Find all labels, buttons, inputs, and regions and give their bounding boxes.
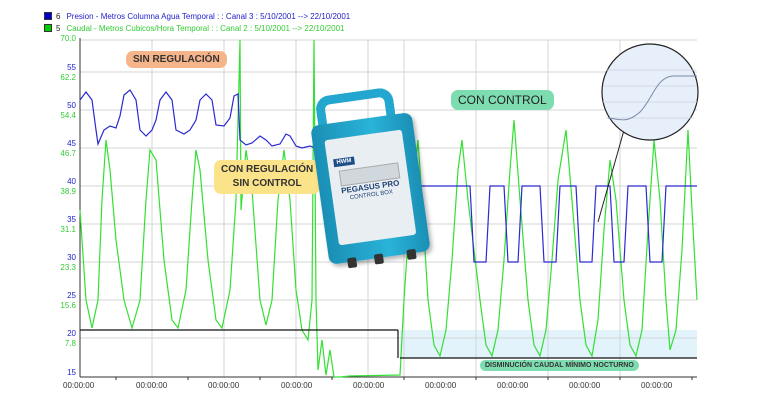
y-tick-blue: 50 — [67, 101, 76, 110]
y-tick-green: 62.2 — [60, 73, 76, 82]
y-tick-green: 15.6 — [60, 301, 76, 310]
label-con-control: CON CONTROL — [451, 90, 554, 110]
magnifier-icon — [601, 43, 699, 141]
label-line: SIN CONTROL — [232, 178, 302, 189]
label-sin-regulacion: SIN REGULACIÓN — [126, 51, 227, 68]
y-tick-blue: 15 — [67, 368, 76, 377]
connector-icon — [373, 253, 385, 265]
x-tick: 00:00:00 — [569, 381, 601, 390]
legend-number: 5 — [56, 24, 61, 33]
x-tick: 00:00:00 — [353, 381, 385, 390]
label-line: CON REGULACIÓN — [221, 164, 314, 175]
y-tick-green: 31.1 — [60, 225, 76, 234]
y-tick-blue: 20 — [67, 329, 76, 338]
y-tick-blue: 25 — [67, 291, 76, 300]
y-tick-blue: 30 — [67, 253, 76, 262]
pressure-series — [79, 89, 697, 263]
y-tick-green: 70.0 — [60, 34, 76, 43]
x-tick: 00:00:00 — [281, 381, 313, 390]
y-tick-blue: 40 — [67, 177, 76, 186]
y-tick-blue: 35 — [67, 215, 76, 224]
connector-icon — [406, 248, 417, 260]
legend-item-pressure: 6 Presion - Metros Columna Agua Temporal … — [44, 12, 350, 22]
x-tick: 00:00:00 — [208, 381, 240, 390]
connector-icon — [347, 257, 358, 269]
y-tick-blue: 55 — [67, 63, 76, 72]
legend-text: Caudal - Metros Cubicos/Hora Temporal : … — [66, 24, 345, 33]
legend-number: 6 — [56, 12, 61, 21]
legend-item-flow: 5 Caudal - Metros Cubicos/Hora Temporal :… — [44, 24, 344, 34]
device-body: HWM PEGASUS PRO CONTROL BOX — [310, 112, 431, 265]
y-tick-green: 23.3 — [60, 263, 76, 272]
y-tick-blue: 45 — [67, 139, 76, 148]
device-panel: HWM PEGASUS PRO CONTROL BOX — [324, 129, 417, 246]
x-tick: 00:00:00 — [136, 381, 168, 390]
y-tick-green: 46.7 — [60, 149, 76, 158]
x-tick: 00:00:00 — [63, 381, 95, 390]
x-tick: 00:00:00 — [497, 381, 529, 390]
label-disminucion: DISMINUCIÓN CAUDAL MÍNIMO NOCTURNO — [480, 360, 639, 371]
flow-swatch-icon — [44, 24, 52, 32]
pressure-swatch-icon — [44, 12, 52, 20]
y-tick-green: 7.8 — [64, 339, 76, 348]
label-con-regulacion: CON REGULACIÓN SIN CONTROL — [214, 160, 321, 194]
y-tick-green: 54.4 — [60, 111, 76, 120]
brand-logo: HWM — [333, 156, 355, 168]
x-tick: 00:00:00 — [641, 381, 673, 390]
legend-text: Presion - Metros Columna Agua Temporal :… — [66, 12, 351, 21]
flow-series — [79, 39, 698, 378]
y-tick-green: 38.9 — [60, 187, 76, 196]
x-tick: 00:00:00 — [425, 381, 457, 390]
